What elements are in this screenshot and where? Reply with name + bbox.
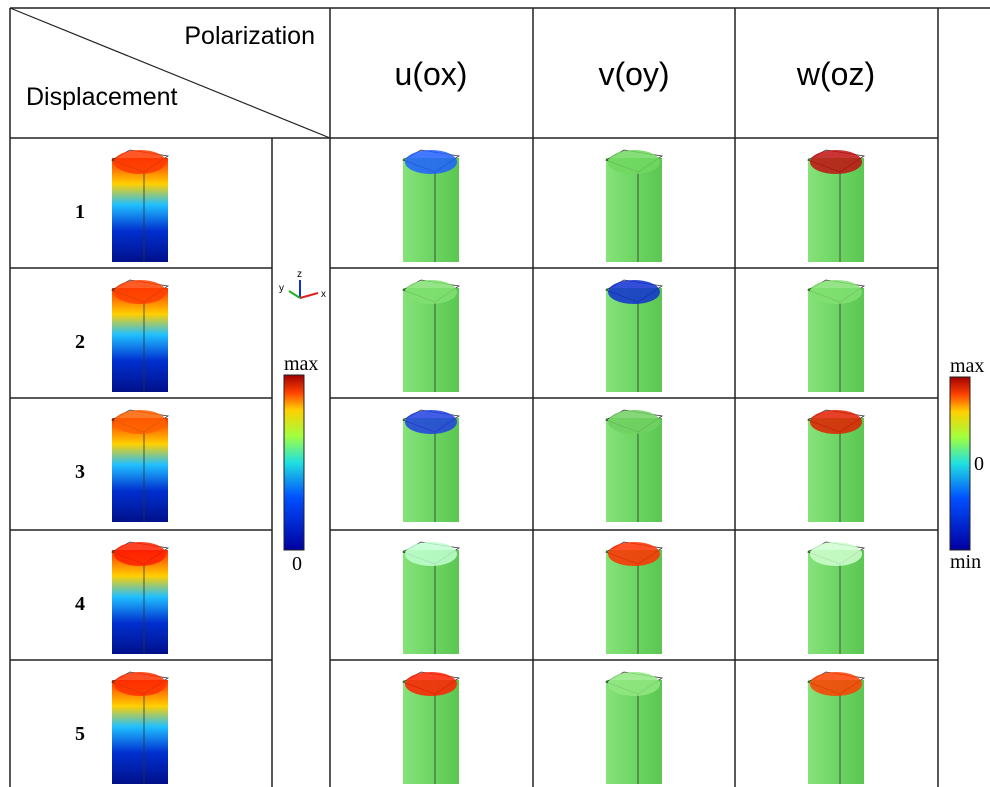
pillar-cap: [608, 672, 660, 696]
simulation-image: [111, 279, 170, 392]
pillar-cap: [608, 542, 660, 566]
simulation-image: [807, 149, 866, 262]
simulation-image: [807, 541, 866, 654]
simulation-image: [807, 279, 866, 392]
pillar-cap: [114, 410, 166, 434]
pillar-body: [403, 680, 459, 784]
pillar-cap: [810, 280, 862, 304]
pillar-body: [112, 418, 168, 522]
pillar-body: [606, 680, 662, 784]
pillar-cap: [405, 280, 457, 304]
simulation-image: [111, 149, 170, 262]
row-label: 3: [75, 461, 85, 483]
pillar-cap: [608, 410, 660, 434]
corner-top: Polarization: [184, 22, 315, 50]
pillar-body: [403, 158, 459, 262]
simulation-image: [807, 671, 866, 784]
table-grid: [9, 7, 990, 787]
colorbar-label: min: [950, 551, 981, 573]
pillar-cap: [810, 672, 862, 696]
pillar-body: [403, 288, 459, 392]
column-header: w(oz): [796, 56, 875, 92]
simulation-image: [605, 279, 664, 392]
axis-triad: z x y: [279, 269, 326, 300]
pillar-cap: [114, 280, 166, 304]
pillar-body: [403, 550, 459, 654]
axis-label: x: [321, 289, 326, 300]
colorbar-label: 0: [974, 453, 984, 475]
colorbar-label: max: [950, 355, 984, 377]
simulation-image: [605, 409, 664, 522]
pillar-body: [403, 418, 459, 522]
pillar-body: [112, 680, 168, 784]
pillar-body: [606, 418, 662, 522]
axis-label: y: [279, 283, 284, 294]
pillar-body: [808, 418, 864, 522]
pillar-cap: [608, 150, 660, 174]
pillar-cap: [405, 150, 457, 174]
column-header: u(ox): [395, 56, 468, 92]
colorbar-label: max: [284, 353, 318, 375]
colorbar: [949, 376, 971, 551]
simulation-image: [402, 279, 461, 392]
pillar-cap: [608, 280, 660, 304]
pillar-body: [606, 158, 662, 262]
colorbar: [283, 374, 305, 551]
colorbar-label: 0: [292, 553, 302, 575]
simulation-image: [402, 409, 461, 522]
pillar-body: [112, 158, 168, 262]
simulation-image: [605, 541, 664, 654]
simulation-image: [402, 541, 461, 654]
pillar-cap: [114, 150, 166, 174]
pillar-body: [606, 288, 662, 392]
pillar-cap: [405, 410, 457, 434]
simulation-image: [111, 409, 170, 522]
simulation-image: [111, 541, 170, 654]
pillar-body: [808, 680, 864, 784]
simulation-image: [605, 149, 664, 262]
pillar-body: [808, 550, 864, 654]
corner-bottom: Displacement: [26, 83, 178, 111]
axis-label: z: [297, 269, 302, 280]
pillar-cap: [405, 672, 457, 696]
simulation-image: [807, 409, 866, 522]
pillar-body: [808, 288, 864, 392]
simulation-image: [111, 671, 170, 784]
pillar-cap: [810, 410, 862, 434]
simulation-image: [402, 671, 461, 784]
pillar-cap: [114, 672, 166, 696]
row-label: 1: [75, 201, 85, 223]
pillar-body: [112, 550, 168, 654]
row-label: 2: [75, 331, 85, 353]
pillar-body: [606, 550, 662, 654]
pillar-cap: [114, 542, 166, 566]
column-header: v(oy): [598, 56, 669, 92]
simulation-image: [402, 149, 461, 262]
pillar-cap: [405, 542, 457, 566]
pillar-body: [808, 158, 864, 262]
row-label: 5: [75, 723, 85, 745]
simulation-image: [605, 671, 664, 784]
pillar-body: [112, 288, 168, 392]
row-label: 4: [75, 593, 85, 615]
pillar-cap: [810, 542, 862, 566]
pillar-cap: [810, 150, 862, 174]
